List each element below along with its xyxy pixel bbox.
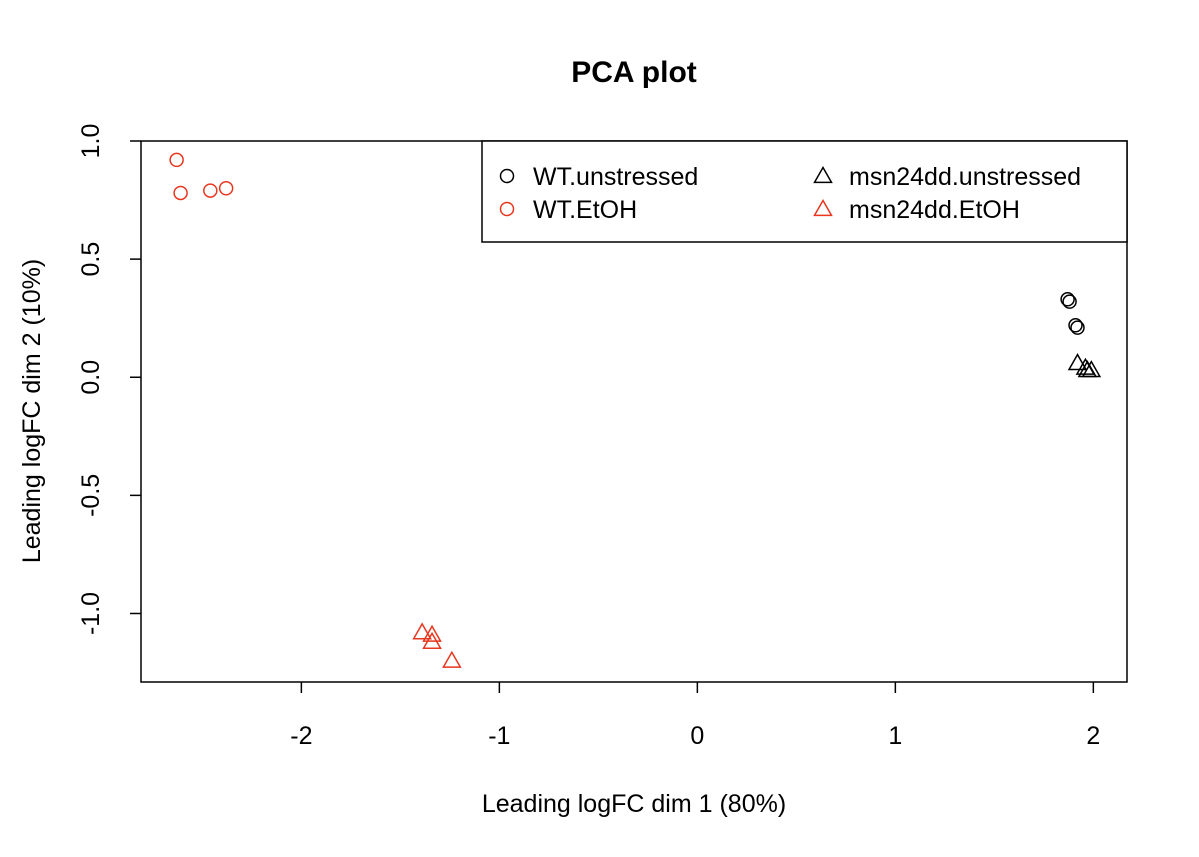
y-tick-label: -1.0: [77, 592, 105, 635]
data-point: [1062, 294, 1077, 309]
chart-title: PCA plot: [571, 56, 697, 89]
y-axis: -1.0 -0.5 0.0 0.5 1.0: [77, 124, 141, 635]
x-tick-label: 1: [888, 722, 902, 750]
data-point: [169, 152, 184, 168]
x-tick-label: 0: [690, 722, 704, 750]
y-tick-label: 0.0: [77, 360, 105, 395]
data-point: [1070, 320, 1085, 335]
x-tick-label: -1: [488, 722, 510, 750]
legend-marker: [499, 168, 515, 184]
legend-box: [481, 140, 1128, 243]
y-tick-label: -0.5: [77, 474, 105, 517]
legend-label: msn24dd.unstressed: [849, 163, 1081, 191]
x-axis-label: Leading logFC dim 1 (80%): [482, 790, 786, 818]
data-point: [1068, 318, 1083, 333]
y-tick-label: 1.0: [77, 124, 105, 159]
data-point: [1081, 360, 1102, 378]
data-point: [1067, 353, 1088, 371]
data-point: [422, 624, 442, 642]
y-axis-label: Leading logFC dim 2 (10%): [18, 259, 46, 563]
data-points: [169, 152, 1102, 668]
data-point: [1060, 292, 1075, 307]
data-point: [422, 631, 442, 649]
x-tick-label: -2: [290, 722, 312, 750]
legend-marker: [813, 165, 833, 184]
y-tick-label: 0.5: [77, 242, 105, 277]
legend-marker: [813, 198, 833, 217]
legend-marker: [499, 201, 515, 217]
x-tick-label: 2: [1086, 722, 1100, 750]
data-point: [218, 180, 234, 196]
legend-label: WT.unstressed: [533, 163, 698, 191]
data-point: [173, 185, 188, 201]
data-point: [442, 650, 462, 668]
legend: WT.unstressed WT.EtOH msn24dd.unstressed ms…: [481, 140, 1128, 243]
legend-label: msn24dd.EtOH: [849, 196, 1020, 224]
legend-label: WT.EtOH: [533, 196, 637, 224]
x-axis: -2 -1 0 1 2: [290, 682, 1100, 750]
data-point: [412, 622, 432, 640]
data-point: [203, 183, 218, 198]
